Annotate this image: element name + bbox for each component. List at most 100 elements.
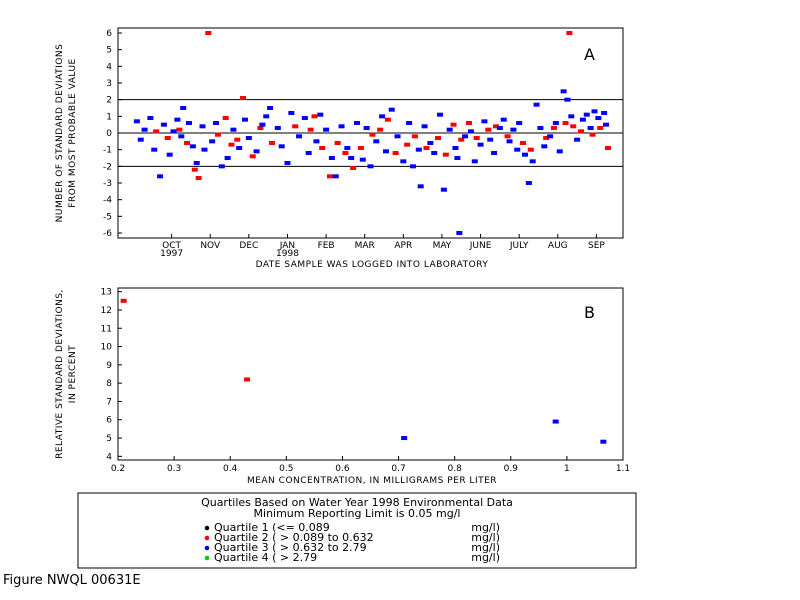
panel-a-point bbox=[236, 146, 243, 150]
legend-item-label: Quartile 2 ( > 0.089 to 0.632 bbox=[214, 531, 374, 544]
panel-a-point bbox=[348, 156, 355, 160]
panel-b-frame bbox=[117, 287, 624, 461]
panel-a-y-tick-label: 3 bbox=[106, 79, 112, 89]
panel-b-x-tick-label: 0.3 bbox=[167, 464, 181, 474]
panel-a-x-tick-label: FEB bbox=[318, 241, 335, 251]
panel-a-point bbox=[344, 146, 351, 150]
panel-a-point bbox=[269, 141, 276, 145]
panel-a-label: A bbox=[584, 45, 595, 64]
panel-a-point bbox=[164, 136, 171, 140]
legend-title-line2: Minimum Reporting Limit is 0.05 mg/l bbox=[254, 507, 461, 520]
legend-item-label: Quartile 3 ( > 0.632 to 2.79 bbox=[214, 541, 367, 554]
panel-a-point bbox=[533, 102, 540, 107]
panel-a-point bbox=[284, 161, 291, 165]
panel-b-point bbox=[120, 298, 127, 303]
panel-a-point bbox=[547, 134, 554, 139]
panel-b-y-tick-label: 8 bbox=[106, 379, 112, 389]
panel-a-point bbox=[605, 146, 611, 150]
legend-marker bbox=[204, 535, 210, 541]
panel-a-point bbox=[601, 111, 608, 115]
panel-a-y-tick-label: -6 bbox=[103, 229, 112, 239]
panel-a-point bbox=[209, 139, 216, 144]
panel-b-x-tick-label: 0.5 bbox=[279, 464, 293, 474]
panel-a-y-tick-label: -5 bbox=[103, 212, 112, 222]
legend-frame bbox=[77, 492, 637, 569]
panel-a-point bbox=[574, 137, 581, 142]
panel-a-point bbox=[417, 184, 424, 189]
panel-a-point bbox=[566, 31, 573, 35]
panel-b: 4 5 6 7 8 9 10 11 12 13 0.2 0.3 0.4 0.5 0.6 0.7 0.8 0.9 1… bbox=[55, 287, 630, 486]
panel-a-x-tick-label: OCT bbox=[162, 241, 181, 251]
panel-a-point bbox=[595, 116, 602, 120]
panel-a-point bbox=[334, 141, 341, 145]
panel-a-x-tick-label: NOV bbox=[200, 241, 221, 251]
panel-a-y-tick-label: -4 bbox=[103, 196, 112, 206]
panel-a-point bbox=[267, 106, 274, 110]
legend: Quartiles Based on Water Year 1998 Envir… bbox=[77, 492, 637, 569]
panel-a-point bbox=[568, 114, 575, 119]
panel-a-point bbox=[185, 121, 192, 125]
panel-b-x-tick-label: 0.7 bbox=[391, 464, 405, 474]
panel-a-point bbox=[394, 134, 401, 139]
panel-b-ylabel-line1: RELATIVE STANDARD DEVIATIONS, bbox=[55, 289, 65, 459]
panel-b-y-tick-label: 10 bbox=[101, 343, 113, 353]
panel-a-point bbox=[454, 156, 461, 160]
panel-a-point bbox=[525, 181, 532, 185]
panel-a-point bbox=[564, 97, 571, 102]
legend-marker bbox=[204, 525, 210, 531]
panel-a-point bbox=[301, 116, 308, 120]
panel-a-point bbox=[415, 147, 422, 152]
panel-b-y-tick-label: 5 bbox=[106, 434, 112, 444]
panel-a-point bbox=[367, 164, 374, 169]
panel-a-point bbox=[288, 111, 295, 115]
panel-b-x-tick-label: 1 bbox=[564, 464, 570, 474]
panel-a-point bbox=[577, 129, 584, 134]
panel-a-point bbox=[570, 124, 577, 129]
panel-a-point bbox=[174, 117, 181, 122]
legend-marker bbox=[204, 555, 210, 561]
panel-a-point bbox=[213, 121, 220, 125]
panel-b-point bbox=[401, 436, 408, 441]
panel-a-point bbox=[491, 151, 498, 155]
panel-a-point bbox=[562, 121, 569, 125]
panel-a-point bbox=[241, 117, 248, 122]
panel-a-point bbox=[471, 159, 478, 164]
panel-b-y-tick-label: 6 bbox=[106, 416, 112, 426]
panel-a-point bbox=[587, 126, 594, 130]
legend-item-unit: mg/l) bbox=[471, 541, 500, 554]
panel-a-y-tick-label: 2 bbox=[106, 96, 112, 106]
panel-a-point bbox=[307, 127, 314, 132]
panel-a-point bbox=[157, 174, 164, 179]
panel-a-point bbox=[409, 164, 416, 169]
panel-a-points bbox=[133, 31, 611, 235]
panel-a-point bbox=[423, 146, 430, 150]
panel-a-x-tick-sublabel: 1998 bbox=[276, 249, 299, 259]
panel-a-point bbox=[176, 127, 183, 132]
panel-a-point bbox=[153, 129, 160, 134]
panel-a-point bbox=[218, 164, 225, 169]
panel-a-point bbox=[184, 141, 191, 145]
panel-a-point bbox=[147, 116, 154, 120]
panel-b-points bbox=[120, 298, 607, 444]
panel-a-point bbox=[311, 114, 318, 119]
panel-a-point bbox=[332, 174, 339, 179]
panel-a-ylabel-line2: FROM MOST PROBABLE VALUE bbox=[68, 58, 78, 207]
panel-a-point bbox=[500, 117, 507, 122]
panel-a-point bbox=[442, 152, 449, 157]
panel-a-y-tick-label: 5 bbox=[106, 46, 112, 56]
panel-a-point bbox=[377, 127, 384, 132]
panel-a-point bbox=[180, 106, 187, 110]
panel-a-point bbox=[485, 127, 492, 132]
panel-a-point bbox=[205, 31, 212, 35]
panel-a-point bbox=[199, 124, 206, 129]
panel-a-y-tick-label: -1 bbox=[103, 146, 112, 156]
panel-a-point bbox=[214, 132, 221, 137]
panel-b-ylabel-line2: IN PERCENT bbox=[68, 345, 78, 403]
panel-b-y-tick-label: 13 bbox=[101, 288, 112, 298]
panel-a-x-tick-label: APR bbox=[394, 241, 412, 251]
panel-a-point bbox=[141, 127, 148, 132]
panel-a-point bbox=[160, 122, 167, 127]
panel-a-point bbox=[421, 124, 428, 129]
